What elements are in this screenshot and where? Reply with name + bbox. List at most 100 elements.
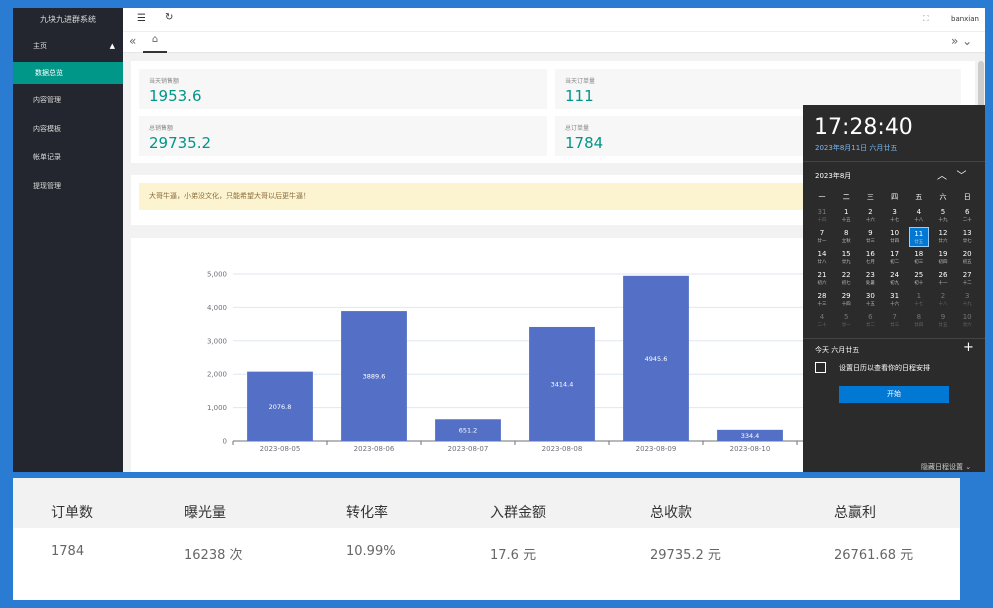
- day[interactable]: 16 七月: [860, 248, 880, 268]
- day[interactable]: 15 廿九: [836, 248, 856, 268]
- table-header-cell: 转化率: [346, 505, 388, 521]
- day[interactable]: 2 十六: [860, 206, 880, 226]
- day[interactable]: 31 十六: [885, 290, 905, 310]
- stat-label: 总订单量: [565, 125, 590, 132]
- x-tick-label: 2023-08-10: [730, 445, 771, 453]
- day[interactable]: 4 十八: [909, 206, 929, 226]
- day[interactable]: 5 廿一: [836, 311, 856, 331]
- day[interactable]: 12 廿六: [933, 227, 953, 247]
- day[interactable]: 10 廿四: [885, 227, 905, 247]
- day[interactable]: 3 十九: [957, 290, 977, 310]
- day[interactable]: 18 初三: [909, 248, 929, 268]
- lunar-day: 廿二: [865, 323, 875, 328]
- weekday: 二: [842, 193, 850, 201]
- day[interactable]: 5 十九: [933, 206, 953, 226]
- day-number: 26: [938, 271, 948, 279]
- day[interactable]: 20 初五: [957, 248, 977, 268]
- data-label: 2076.8: [269, 403, 292, 411]
- day[interactable]: 8 廿四: [909, 311, 929, 331]
- day[interactable]: 7 廿三: [885, 311, 905, 331]
- home-tab[interactable]: ⌂: [143, 34, 167, 53]
- weekday: 六: [939, 193, 947, 201]
- menu-item[interactable]: 内容模板: [33, 125, 61, 133]
- day-today[interactable]: 11 廿五: [908, 227, 929, 247]
- day[interactable]: 2 十八: [933, 290, 953, 310]
- day[interactable]: 29 十四: [836, 290, 856, 310]
- refresh[interactable]: ↻: [165, 12, 174, 23]
- lunar-day: 初七: [841, 281, 851, 286]
- day[interactable]: 24 初九: [885, 269, 905, 289]
- day[interactable]: 6 二十: [957, 206, 977, 226]
- lunar-day: 二十: [962, 218, 972, 223]
- lunar-day: 廿六: [938, 239, 948, 244]
- day[interactable]: 28 十三: [812, 290, 832, 310]
- day[interactable]: 31 十四: [812, 206, 832, 226]
- menu-item[interactable]: 提现管理: [33, 182, 61, 190]
- day[interactable]: 22 初七: [836, 269, 856, 289]
- day-number: 30: [865, 292, 875, 300]
- lunar-day: 廿五: [914, 240, 924, 245]
- menu-toggle[interactable]: ☰: [137, 13, 146, 24]
- day-number: 25: [914, 271, 924, 279]
- day[interactable]: 13 廿七: [957, 227, 977, 247]
- day-number: 10: [962, 313, 972, 321]
- month-nav[interactable]: ︿ ﹀: [937, 171, 967, 182]
- menu-item[interactable]: 主页 ▲: [13, 35, 123, 57]
- app-title: 九块九进群系统: [40, 15, 96, 24]
- day[interactable]: 25 初十: [909, 269, 929, 289]
- stat-value: 29735.2: [149, 134, 212, 152]
- day[interactable]: 7 廿一: [812, 227, 832, 247]
- day[interactable]: 14 廿八: [812, 248, 832, 268]
- day[interactable]: 23 处暑: [860, 269, 880, 289]
- calendar-icon: [815, 362, 826, 373]
- fullscreen[interactable]: ⛶: [923, 14, 929, 23]
- x-tick-label: 2023-08-07: [448, 445, 489, 453]
- lunar-day: 廿三: [865, 239, 875, 244]
- add-event[interactable]: +: [963, 340, 974, 355]
- day-number: 1: [916, 292, 922, 300]
- day[interactable]: 21 初六: [812, 269, 832, 289]
- day[interactable]: 30 十五: [860, 290, 880, 310]
- day[interactable]: 8 立秋: [836, 227, 856, 247]
- month-label[interactable]: 2023年8月: [815, 172, 852, 180]
- day[interactable]: 3 十七: [885, 206, 905, 226]
- day[interactable]: 19 初四: [933, 248, 953, 268]
- full-date[interactable]: 2023年8月11日 六月廿五: [815, 144, 898, 152]
- start-button[interactable]: 开始: [839, 386, 949, 403]
- bar: [435, 419, 501, 441]
- stat-card: 当天销售额 1953.6: [139, 69, 547, 109]
- lunar-day: 十五: [865, 302, 875, 307]
- day[interactable]: 17 初二: [885, 248, 905, 268]
- stat-value: 111: [565, 87, 594, 105]
- day[interactable]: 1 十五: [836, 206, 856, 226]
- hide-schedule[interactable]: 隐藏日程设置 ⌄: [921, 463, 972, 471]
- y-tick-label: 4,000: [207, 304, 227, 312]
- day-number: 7: [819, 229, 825, 237]
- day-number: 7: [892, 313, 897, 321]
- day-number: 4: [916, 208, 922, 216]
- day[interactable]: 9 廿五: [933, 311, 953, 331]
- table-cell: 26761.68 元: [834, 548, 914, 563]
- day[interactable]: 10 廿六: [957, 311, 977, 331]
- lunar-day: 廿七: [962, 239, 972, 244]
- screen: 九块九进群系统 主页 ▲ 数据总览 内容管理 内容模板 帐单记录 提现管理 ☰ ↻…: [13, 8, 985, 472]
- day[interactable]: 27 十二: [957, 269, 977, 289]
- lunar-day: 七月: [865, 260, 875, 265]
- weekday: 一: [818, 193, 826, 201]
- tab-right[interactable]: » ⌄: [951, 34, 973, 48]
- menu-item-active[interactable]: 数据总览: [13, 62, 123, 84]
- lunar-day: 十二: [962, 281, 972, 286]
- day[interactable]: 9 廿三: [860, 227, 880, 247]
- lunar-day: 廿八: [817, 260, 827, 265]
- day[interactable]: 6 廿二: [860, 311, 880, 331]
- user-menu[interactable]: banxian: [951, 15, 979, 23]
- day-number: 2: [940, 292, 946, 300]
- day[interactable]: 26 十一: [933, 269, 953, 289]
- day-number: 12: [938, 229, 948, 237]
- menu-item[interactable]: 内容管理: [33, 96, 61, 104]
- lunar-day: 廿四: [914, 323, 924, 328]
- menu-item[interactable]: 帐单记录: [33, 153, 61, 161]
- day[interactable]: 1 十七: [909, 290, 929, 310]
- day[interactable]: 4 二十: [812, 311, 832, 331]
- tab-left[interactable]: «: [129, 34, 137, 48]
